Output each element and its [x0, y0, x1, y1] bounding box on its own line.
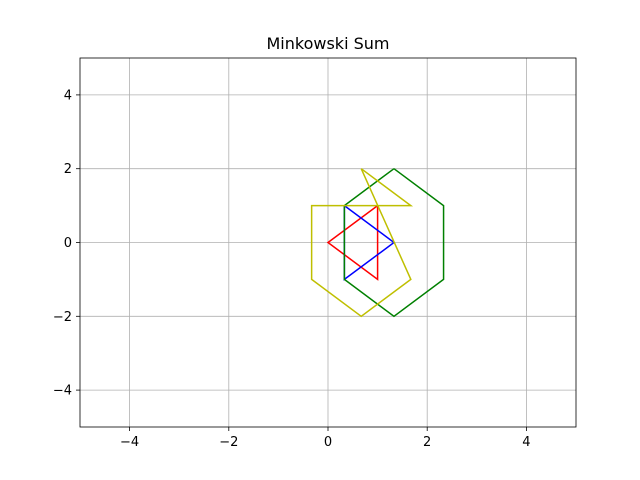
- series-layer: [310, 168, 445, 318]
- series-red-triangle: [326, 204, 379, 281]
- y-tick-label: 0: [64, 236, 72, 251]
- x-tick-label: 2: [423, 435, 431, 450]
- series-yellow-outline: [310, 168, 414, 318]
- y-tick-label: −2: [53, 310, 72, 325]
- y-tick-label: 2: [64, 162, 72, 177]
- x-tick-label: −2: [219, 435, 238, 450]
- x-tick-label: 4: [522, 435, 530, 450]
- grid-layer: [80, 58, 576, 427]
- x-tick-label: 0: [324, 435, 332, 450]
- x-tick-label: −4: [120, 435, 139, 450]
- chart-title: Minkowski Sum: [267, 34, 390, 53]
- ticks-layer: −4 −2 0 2 4 −4 −2 0 2 4: [53, 88, 531, 450]
- y-tick-label: −4: [53, 384, 72, 399]
- y-tick-label: 4: [64, 88, 72, 103]
